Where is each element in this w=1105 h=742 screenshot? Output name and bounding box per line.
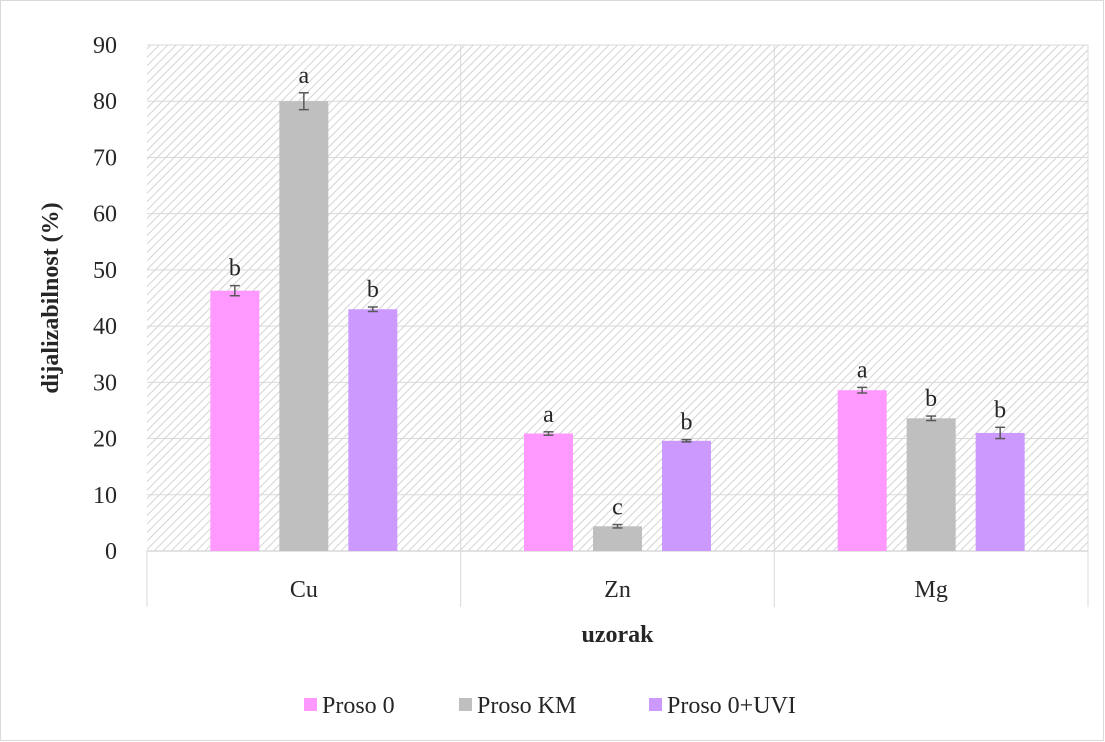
significance-label: a [299,63,310,89]
bars [210,101,1025,551]
y-tick-label: 50 [93,258,117,284]
y-tick-label: 90 [93,33,117,59]
y-tick-label: 60 [93,202,117,228]
significance-label: c [612,495,623,521]
y-axis-title: dijalizabilnost (%) [38,202,64,393]
bar [210,290,260,551]
legend-swatch [304,698,317,711]
legend-item[interactable]: Proso 0 [304,693,395,719]
significance-label: b [681,410,693,436]
significance-label: b [367,277,379,303]
x-tick-label: Cu [290,577,318,603]
bar [348,309,398,551]
bar [906,418,956,551]
significance-label: a [857,357,868,383]
x-tick-label: Zn [604,577,631,603]
x-tick-labels: Cu Zn Mg [290,577,948,603]
bar [662,440,711,551]
legend-label: Proso KM [477,693,576,719]
bar [524,433,573,551]
legend-label: Proso 0 [322,693,395,719]
y-tick-label: 30 [93,370,117,396]
legend-label: Proso 0+UVI [667,693,796,719]
y-tick-label: 40 [93,314,117,340]
y-tick-label: 80 [93,89,117,115]
significance-label: a [543,402,554,428]
x-tick-label: Mg [914,577,947,603]
legend-swatch [649,698,662,711]
x-axis-title: uzorak [582,622,655,648]
significance-label: b [994,397,1006,423]
error-bars [229,92,1006,529]
significance-label: b [925,386,937,412]
bar [837,390,887,551]
bar [593,526,642,551]
y-tick-label: 20 [93,427,117,453]
significance-label: b [229,256,241,282]
legend-swatch [459,698,472,711]
legend-item[interactable]: Proso KM [459,693,576,719]
legend-item[interactable]: Proso 0+UVI [649,693,796,719]
y-tick-label: 70 [93,145,117,171]
legend: Proso 0 Proso KM Proso 0+UVI [304,693,796,719]
y-tick-labels: 0 10 20 30 40 50 60 70 80 90 [93,33,117,565]
bar [975,432,1025,551]
significance-labels: b a a a c b b b b [229,63,1006,521]
y-tick-label: 10 [93,483,117,509]
y-tick-label: 0 [105,539,117,565]
bar [279,101,329,551]
